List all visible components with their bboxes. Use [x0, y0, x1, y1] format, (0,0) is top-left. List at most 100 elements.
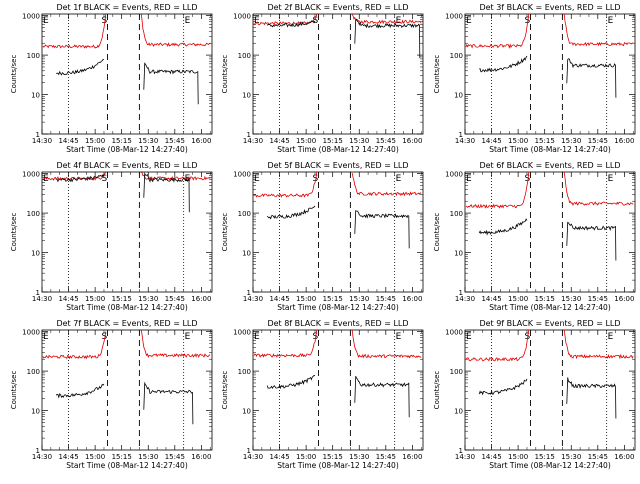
x-tick-label: 15:15 — [323, 295, 343, 303]
y-tick-label: 10 — [454, 92, 463, 100]
plot-frame — [252, 171, 424, 293]
panel-7: Det 7f BLACK = Events, RED = LLD 1 10 100 10… — [10, 319, 213, 470]
events-series-pre — [56, 58, 105, 76]
x-tick-label: 14:30 — [455, 137, 475, 145]
x-tick-label: 14:45 — [481, 295, 501, 303]
events-series-pre — [478, 218, 528, 236]
lld-series-pre — [253, 329, 318, 358]
panel-title: Det 7f BLACK = Events, RED = LLD — [56, 319, 197, 328]
x-axis-label: Start Time (08-Mar-12 14:27:40) — [66, 303, 188, 312]
panel-9: Det 9f BLACK = Events, RED = LLD 1 10 100 10… — [433, 319, 636, 470]
marker-E-start: E — [254, 174, 260, 184]
events-series-pre — [478, 378, 528, 396]
marker-E-start: E — [43, 332, 49, 342]
y-axis-label: Counts/sec — [221, 55, 229, 94]
x-axis-label: Start Time (08-Mar-12 14:27:40) — [66, 461, 188, 470]
y-axis-label: Counts/sec — [10, 55, 18, 94]
y-axis-label: Counts/sec — [221, 371, 229, 410]
panel-4: Det 4f BLACK = Events, RED = LLD 1 10 100 10… — [10, 161, 213, 312]
marker-S: S — [102, 174, 108, 184]
y-axis-label: Counts/sec — [433, 55, 441, 94]
y-tick-label: 100 — [27, 52, 40, 60]
lld-series-post — [351, 329, 422, 359]
lld-series-post — [351, 14, 422, 25]
panel-title: Det 9f BLACK = Events, RED = LLD — [479, 319, 620, 328]
y-tick-label: 1 — [36, 131, 40, 139]
x-tick-label: 15:00 — [85, 137, 105, 145]
x-tick-label: 15:30 — [561, 295, 581, 303]
x-tick-label: 14:45 — [269, 453, 289, 461]
panel-title: Det 2f BLACK = Events, RED = LLD — [267, 3, 408, 12]
y-tick-label: 100 — [450, 368, 463, 376]
x-tick-label: 14:30 — [455, 295, 475, 303]
y-tick-label: 1000 — [22, 329, 40, 337]
marker-E-start: E — [254, 16, 260, 26]
x-tick-label: 15:00 — [508, 295, 528, 303]
y-tick-label: 1 — [459, 131, 463, 139]
events-series-pre — [56, 174, 105, 183]
plot-frame — [41, 171, 213, 293]
x-axis-label: Start Time (08-Mar-12 14:27:40) — [277, 303, 399, 312]
plot-frame — [252, 329, 424, 451]
x-tick-label: 15:45 — [588, 137, 608, 145]
lld-series-pre — [465, 329, 530, 362]
y-tick-label: 1 — [459, 447, 463, 455]
y-axis-label: Counts/sec — [10, 371, 18, 410]
lld-series-pre — [42, 331, 107, 360]
events-series-pre — [266, 205, 316, 220]
x-tick-label: 14:45 — [481, 137, 501, 145]
x-tick-label: 14:30 — [243, 453, 263, 461]
x-tick-label: 15:30 — [349, 295, 369, 303]
x-tick-label: 15:15 — [323, 453, 343, 461]
events-series-post — [143, 62, 199, 105]
y-tick-label: 1000 — [445, 329, 463, 337]
x-tick-label: 16:00 — [402, 295, 422, 303]
lld-series-post — [563, 171, 634, 206]
x-tick-label: 15:45 — [165, 453, 185, 461]
x-tick-label: 14:30 — [455, 453, 475, 461]
y-tick-label: 10 — [242, 92, 251, 100]
x-tick-label: 16:00 — [402, 453, 422, 461]
x-tick-label: 15:15 — [535, 137, 555, 145]
panel-title: Det 8f BLACK = Events, RED = LLD — [267, 319, 408, 328]
plot-frame — [464, 13, 636, 135]
marker-E-end: E — [185, 16, 191, 26]
x-tick-label: 15:00 — [508, 453, 528, 461]
x-tick-label: 15:15 — [535, 295, 555, 303]
panel-title: Det 5f BLACK = Events, RED = LLD — [267, 161, 408, 170]
panel-title: Det 1f BLACK = Events, RED = LLD — [56, 3, 197, 12]
x-tick-label: 15:45 — [588, 453, 608, 461]
lld-series-post — [563, 13, 634, 47]
y-tick-label: 100 — [238, 210, 251, 218]
y-tick-label: 1 — [247, 289, 251, 297]
y-tick-label: 10 — [31, 250, 40, 258]
events-series-post — [566, 58, 617, 98]
y-tick-label: 100 — [27, 210, 40, 218]
x-tick-label: 14:45 — [481, 453, 501, 461]
panel-5: Det 5f BLACK = Events, RED = LLD 1 10 100 10… — [221, 161, 424, 312]
events-series-pre — [479, 55, 528, 73]
x-axis-label: Start Time (08-Mar-12 14:27:40) — [277, 461, 399, 470]
events-series-post — [566, 221, 617, 261]
x-tick-label: 15:15 — [112, 453, 132, 461]
x-tick-label: 15:15 — [112, 137, 132, 145]
x-tick-label: 15:15 — [535, 453, 555, 461]
x-tick-label: 15:30 — [138, 137, 158, 145]
plot-frame — [41, 13, 213, 135]
x-tick-label: 15:45 — [588, 295, 608, 303]
x-tick-label: 15:45 — [376, 137, 396, 145]
x-tick-label: 15:30 — [138, 453, 158, 461]
x-tick-label: 15:00 — [85, 295, 105, 303]
plot-frame — [41, 329, 213, 451]
x-axis-label: Start Time (08-Mar-12 14:27:40) — [489, 145, 611, 154]
lld-series-post — [140, 13, 211, 48]
y-tick-label: 1 — [247, 447, 251, 455]
lld-series-post — [351, 173, 422, 197]
events-series-pre — [55, 383, 105, 399]
lld-series-post — [140, 329, 211, 358]
y-tick-label: 1 — [36, 447, 40, 455]
x-tick-label: 15:15 — [112, 295, 132, 303]
y-tick-label: 1000 — [22, 13, 40, 21]
y-tick-label: 1000 — [22, 171, 40, 179]
x-axis-label: Start Time (08-Mar-12 14:27:40) — [277, 145, 399, 154]
